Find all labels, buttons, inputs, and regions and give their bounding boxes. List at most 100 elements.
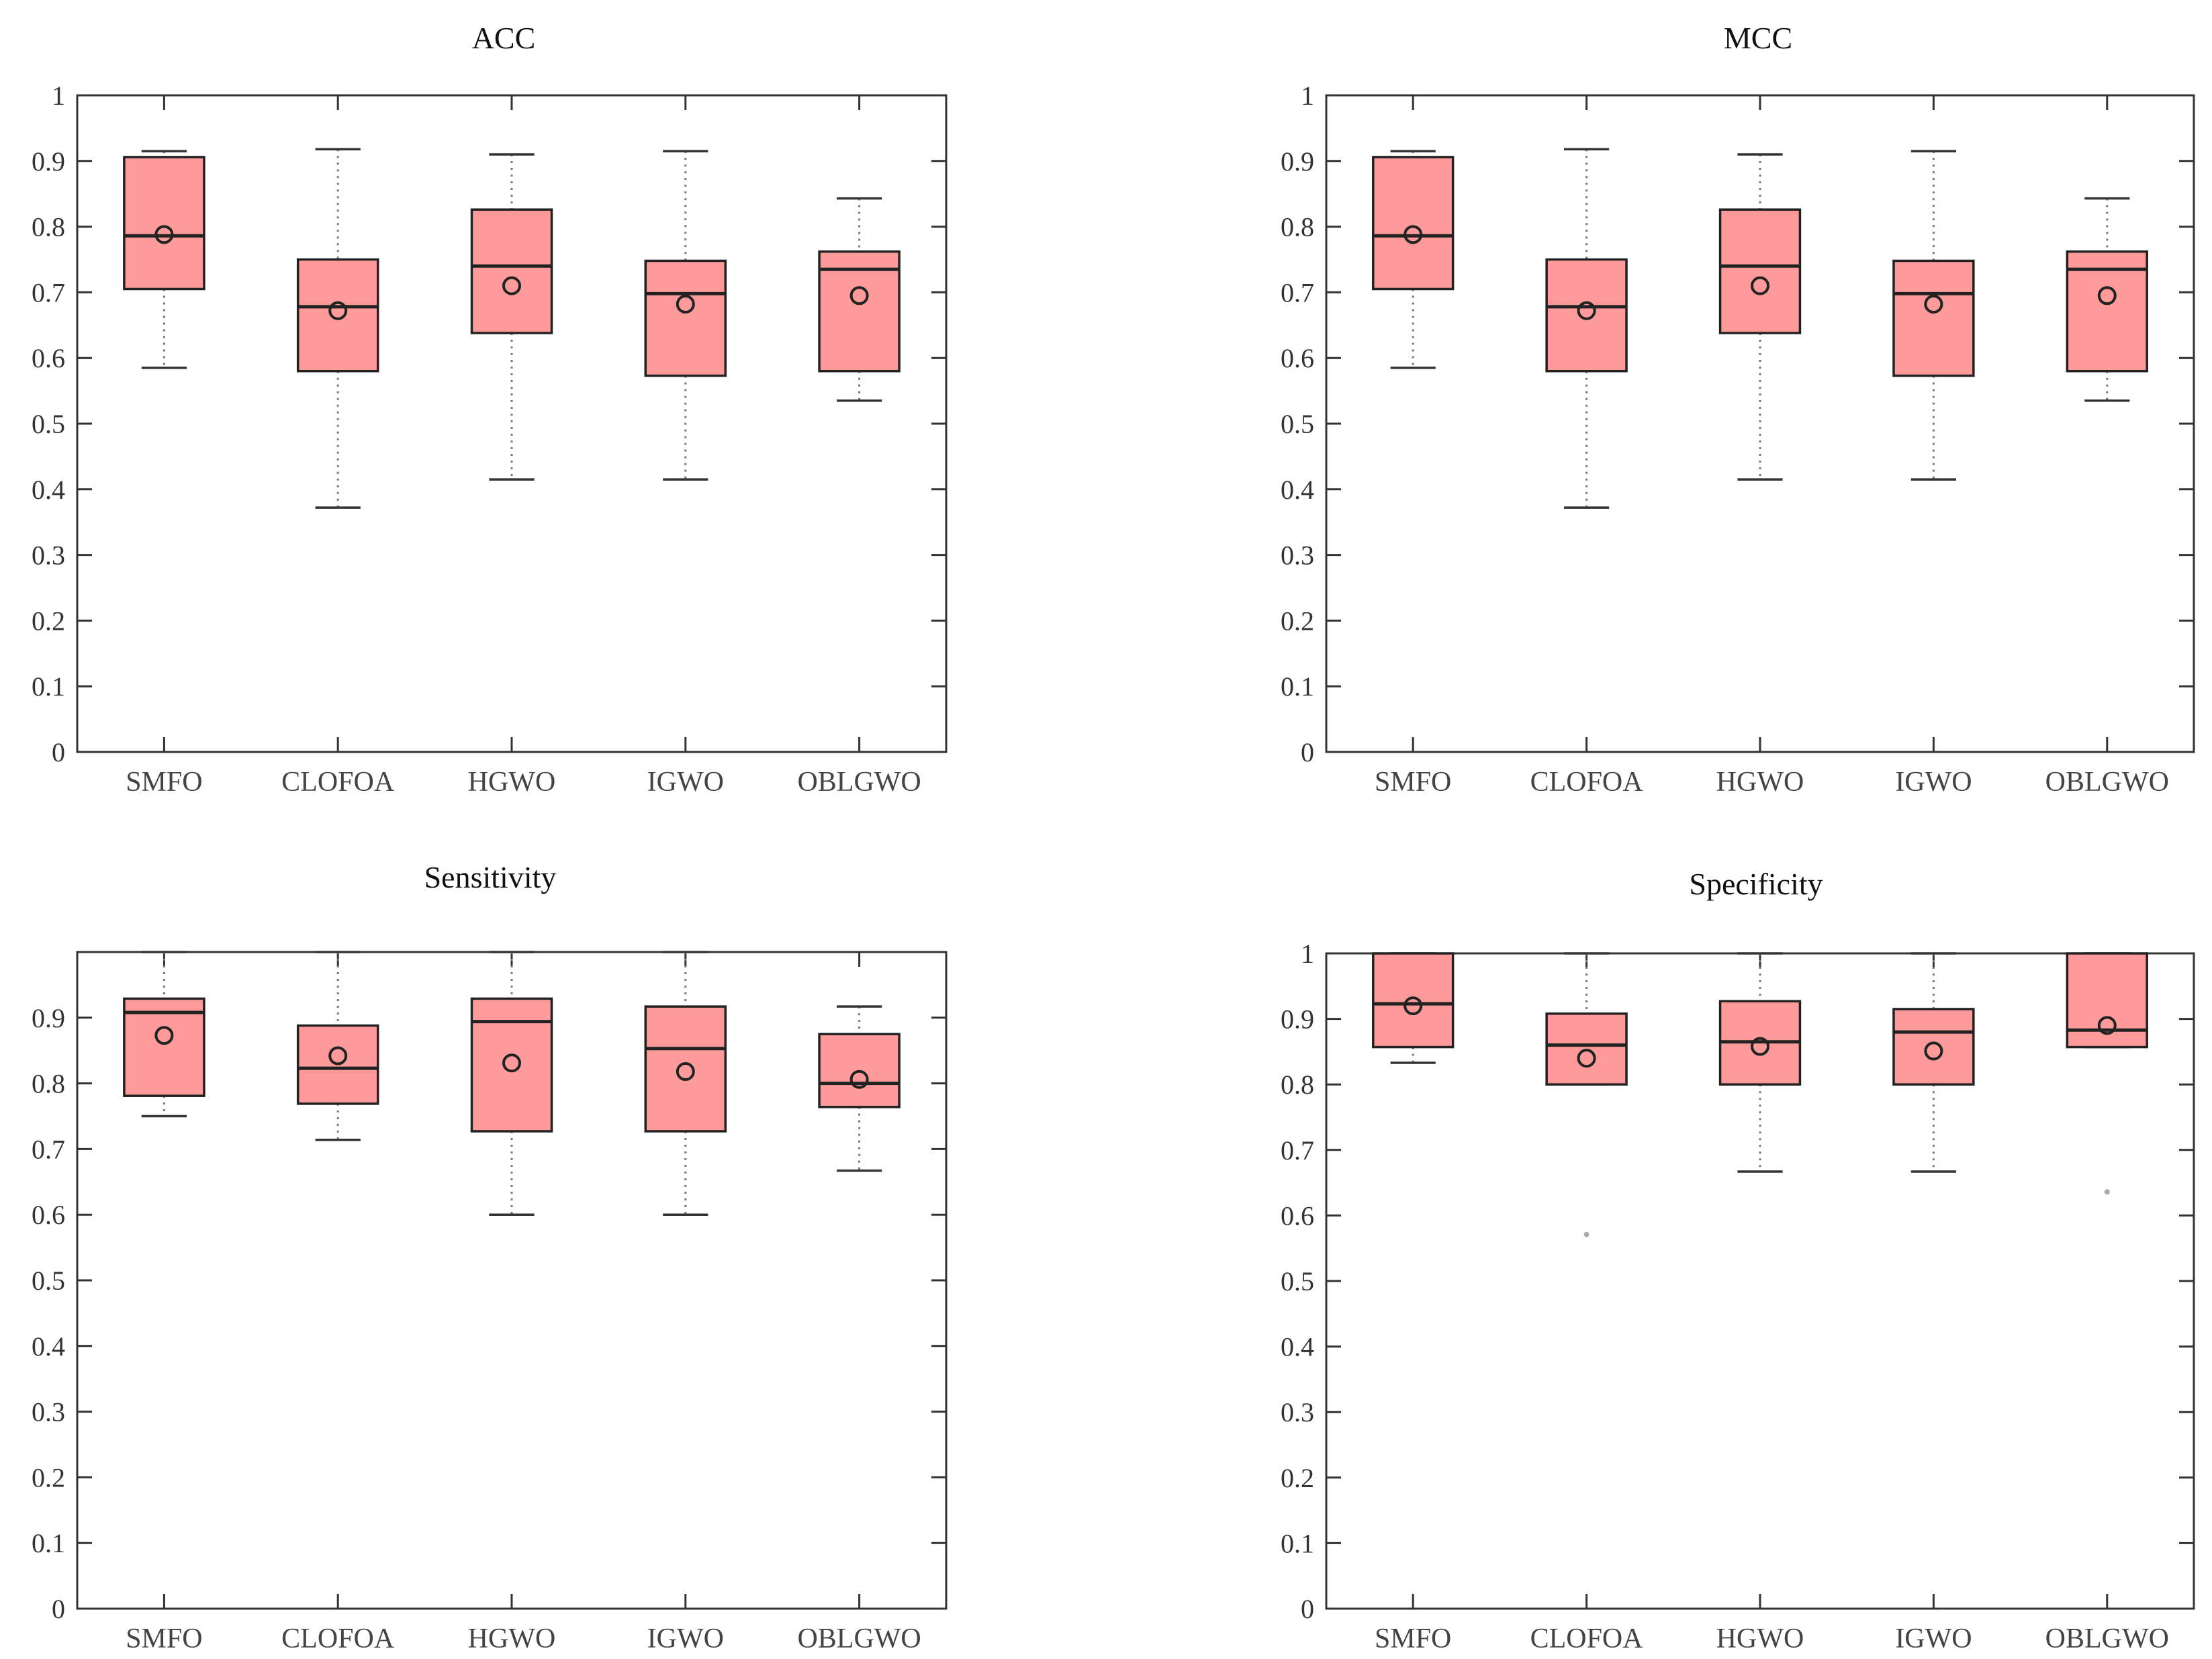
specificity-ytick-label: 0.4 <box>1281 1332 1314 1362</box>
iqr-box <box>1718 208 1802 334</box>
specificity-ytick-label: 0.8 <box>1281 1070 1314 1100</box>
acc-ytick-label: 0.3 <box>32 540 65 571</box>
specificity-category-label-oblgwo: OBLGWO <box>2045 1623 2169 1654</box>
mean-marker <box>676 1061 695 1081</box>
acc-category-label-hgwo: HGWO <box>468 767 556 798</box>
sensitivity-category-label-smfo: SMFO <box>126 1623 202 1654</box>
sensitivity-ytick-label: 0.7 <box>32 1134 65 1164</box>
iqr-box <box>1892 259 1975 377</box>
sensitivity-box-igwo <box>644 951 727 1216</box>
panel-sensitivity: Sensitivity 0 0.1 0.2 0.3 0.4 0.5 0.6 0.7 0.8 0.9… <box>32 860 948 1654</box>
mean-marker <box>2097 286 2117 305</box>
outlier-point <box>2104 1189 2110 1195</box>
outlier-point <box>1583 1231 1589 1237</box>
mcc-box-hgwo <box>1718 153 1802 481</box>
specificity-category-label-igwo: IGWO <box>1895 1623 1972 1654</box>
acc-ytick-label: 0.5 <box>32 409 65 439</box>
specificity-category-label-hgwo: HGWO <box>1716 1623 1804 1654</box>
mean-marker <box>154 1026 174 1045</box>
mcc-ytick-label: 1 <box>1301 81 1314 111</box>
chart-title-acc: ACC <box>472 21 536 55</box>
mcc-box-igwo <box>1892 150 1975 481</box>
mcc-ytick-label: 0.5 <box>1281 409 1314 439</box>
mean-marker <box>676 295 695 314</box>
specificity-category-label-smfo: SMFO <box>1375 1623 1451 1654</box>
specificity-ytick-label: 1 <box>1301 939 1314 969</box>
sensitivity-ytick-label: 0.2 <box>32 1462 65 1492</box>
mean-marker <box>849 1070 869 1089</box>
mean-marker <box>2097 1016 2117 1035</box>
acc-axes-frame <box>76 94 948 753</box>
mean-marker <box>849 286 869 305</box>
acc-ytick-label: 0.9 <box>32 146 65 177</box>
acc-ytick-label: 0.8 <box>32 212 65 242</box>
sensitivity-ytick-label: 0.5 <box>32 1266 65 1296</box>
sensitivity-box-clofoa <box>296 951 379 1141</box>
acc-ytick-label: 0.7 <box>32 277 65 307</box>
mcc-ytick-label: 0.2 <box>1281 606 1314 636</box>
mcc-ytick-label: 0.3 <box>1281 540 1314 571</box>
sensitivity-ytick-label: 0.8 <box>32 1069 65 1099</box>
sensitivity-box-hgwo <box>470 951 553 1216</box>
sensitivity-ytick-label: 0 <box>52 1594 65 1624</box>
mcc-ytick-label: 0.7 <box>1281 277 1314 307</box>
specificity-box-oblgwo <box>2066 952 2148 1195</box>
mean-marker <box>502 1053 521 1073</box>
mean-marker <box>502 276 521 295</box>
specificity-category-label-clofoa: CLOFOA <box>1530 1623 1644 1654</box>
mean-marker <box>328 301 348 320</box>
mean-marker <box>1403 225 1423 244</box>
mcc-ytick-label: 0.8 <box>1281 212 1314 242</box>
chart-title-specificity: Specificity <box>1689 867 1823 901</box>
acc-ytick-label: 0.4 <box>32 475 65 505</box>
iqr-box <box>644 259 727 377</box>
mean-marker <box>1577 1049 1596 1068</box>
iqr-box <box>123 156 205 291</box>
sensitivity-ytick-label: 0.4 <box>32 1331 65 1362</box>
mcc-ytick-label: 0.6 <box>1281 343 1314 373</box>
acc-box-oblgwo <box>818 197 901 402</box>
mcc-category-label-oblgwo: OBLGWO <box>2045 767 2169 798</box>
acc-ytick-label: 0 <box>52 737 65 767</box>
iqr-box <box>1892 1008 1975 1086</box>
sensitivity-category-label-igwo: IGWO <box>647 1623 724 1654</box>
sensitivity-ytick-label: 0.9 <box>32 1003 65 1033</box>
sensitivity-box-oblgwo <box>818 1005 901 1172</box>
acc-category-label-oblgwo: OBLGWO <box>797 767 921 798</box>
panel-acc: ACC 0 0.1 0.2 0.3 0.4 0.5 0.6 0.7 0.8 0.9 1 SMFO CLO… <box>32 21 948 798</box>
panel-mcc: MCC 0 0.1 0.2 0.3 0.4 0.5 0.6 0.7 0.8 0.9 1 SMFO CLO… <box>1281 21 2195 798</box>
mcc-box-clofoa <box>1545 148 1628 509</box>
panel-specificity: Specificity 0 0.1 0.2 0.3 0.4 0.5 0.6 0.7 0.8 0.9… <box>1281 867 2195 1654</box>
acc-box-clofoa <box>296 148 379 509</box>
iqr-box <box>818 250 901 373</box>
mean-marker <box>1577 301 1596 320</box>
iqr-box <box>1372 156 1455 291</box>
sensitivity-box-smfo <box>123 951 205 1118</box>
mcc-ytick-label: 0.4 <box>1281 475 1314 505</box>
iqr-box <box>470 997 553 1133</box>
mean-marker <box>1924 1041 1943 1061</box>
specificity-ytick-label: 0 <box>1301 1594 1314 1624</box>
specificity-box-igwo <box>1892 952 1975 1173</box>
specificity-ytick-label: 0.7 <box>1281 1135 1314 1166</box>
acc-category-label-igwo: IGWO <box>647 767 724 798</box>
mean-marker <box>328 1046 348 1065</box>
iqr-box <box>1545 258 1628 373</box>
iqr-box <box>1372 952 1455 1049</box>
specificity-ytick-label: 0.5 <box>1281 1266 1314 1296</box>
mean-marker <box>154 225 174 244</box>
chart-title-sensitivity: Sensitivity <box>424 860 557 894</box>
specificity-box-hgwo <box>1718 952 1802 1173</box>
acc-ytick-label: 0.6 <box>32 343 65 373</box>
sensitivity-ytick-label: 0.6 <box>32 1200 65 1230</box>
iqr-box <box>470 208 553 334</box>
specificity-ytick-label: 0.3 <box>1281 1397 1314 1427</box>
mean-marker <box>1403 996 1423 1016</box>
specificity-box-clofoa <box>1545 952 1628 1237</box>
mcc-axes-frame <box>1325 94 2195 753</box>
acc-category-label-clofoa: CLOFOA <box>281 767 395 798</box>
acc-ytick-label: 0.1 <box>32 671 65 702</box>
iqr-box <box>644 1005 727 1133</box>
mcc-category-label-clofoa: CLOFOA <box>1530 767 1644 798</box>
iqr-box <box>296 258 379 373</box>
